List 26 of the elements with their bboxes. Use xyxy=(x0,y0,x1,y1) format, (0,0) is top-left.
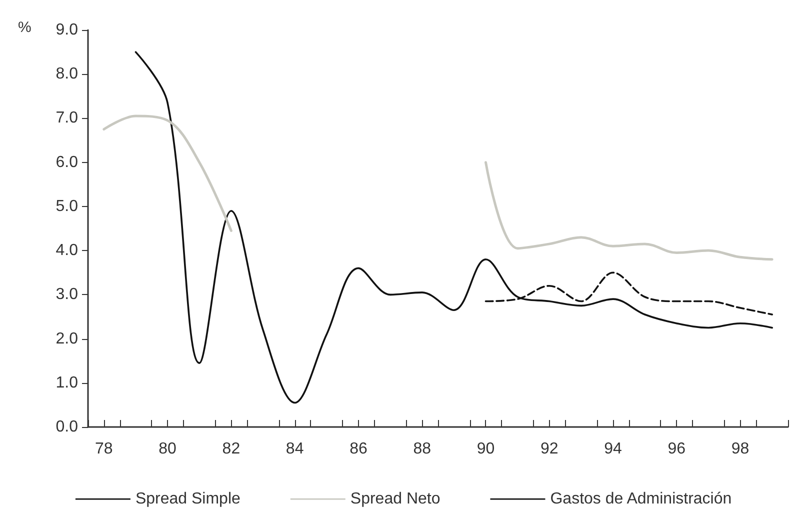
x-tick-label: 84 xyxy=(286,440,304,458)
x-tick-label: 94 xyxy=(604,440,622,458)
x-tick-label: 86 xyxy=(350,440,368,458)
y-tick-label: 2.0 xyxy=(56,330,78,348)
y-tick-label: 9.0 xyxy=(56,22,78,38)
y-tick-label: 7.0 xyxy=(56,110,78,127)
x-tick-label: 92 xyxy=(540,440,558,458)
y-tick-label: 4.0 xyxy=(56,242,78,260)
x-tick-label: 82 xyxy=(222,440,240,458)
y-tick-label: 8.0 xyxy=(56,66,78,83)
y-tick-label: 0.0 xyxy=(56,418,78,436)
x-tick-label: 90 xyxy=(476,440,495,458)
y-tick-label: 6.0 xyxy=(56,154,78,171)
x-tick-label: 78 xyxy=(95,440,113,458)
x-tick-label: 98 xyxy=(731,440,750,458)
line-series xyxy=(134,51,773,404)
x-tick-label: 88 xyxy=(413,440,432,458)
legend-label: Spread Neto xyxy=(350,490,440,508)
y-tick-label: 5.0 xyxy=(56,198,78,215)
x-tick-label: 80 xyxy=(158,440,177,458)
legend-label: Spread Simple xyxy=(135,490,241,508)
y-tick-label: 3.0 xyxy=(56,286,78,304)
y-axis-title: % xyxy=(18,19,32,36)
y-tick-label: 1.0 xyxy=(56,374,78,392)
legend-label: Gastos de Administración xyxy=(550,490,732,508)
x-tick-label: 96 xyxy=(668,440,686,458)
